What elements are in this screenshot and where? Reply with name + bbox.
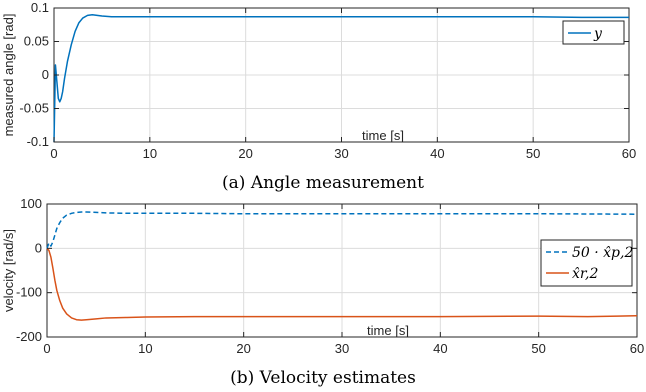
y-tick-label: -100 bbox=[16, 285, 42, 300]
x-tick-label: 20 bbox=[238, 146, 252, 161]
velocity-estimates-panel: 0 10 20 30 40 50 60 -200 -100 0 100 time [s] velo… bbox=[1, 196, 644, 388]
legend-box bbox=[540, 239, 633, 287]
angle-legend: y bbox=[562, 20, 625, 45]
x-tick-label: 20 bbox=[236, 341, 250, 356]
x-tick-label: 50 bbox=[526, 146, 540, 161]
angle-measurement-panel: 0 10 20 30 40 50 60 -0.1 -0.05 0 0.05 0.1 time [s]… bbox=[1, 0, 636, 193]
velocity-grid bbox=[47, 204, 637, 337]
y-tick-label: 0.1 bbox=[31, 0, 49, 15]
y-tick-label: -200 bbox=[16, 329, 42, 344]
series-line-0 bbox=[53, 13, 629, 143]
x-tick-label: 40 bbox=[430, 146, 444, 161]
x-tick-label: 30 bbox=[335, 341, 349, 356]
x-tick-label: 50 bbox=[531, 341, 545, 356]
velocity-y-tick-labels: -200 -100 0 100 bbox=[16, 196, 637, 344]
x-tick-label: 0 bbox=[50, 146, 57, 161]
y-tick-label: 100 bbox=[20, 196, 42, 211]
x-tick-label: 0 bbox=[43, 341, 50, 356]
legend-label: x̂r,2 bbox=[572, 266, 599, 282]
x-tick-label: 40 bbox=[433, 341, 447, 356]
x-tick-label: 10 bbox=[138, 341, 152, 356]
y-tick-label: -0.05 bbox=[19, 101, 49, 116]
angle-x-tick-labels: 0 10 20 30 40 50 60 bbox=[50, 8, 636, 161]
series-line-0 bbox=[46, 211, 638, 249]
velocity-legend: 50 · x̂p,2 x̂r,2 bbox=[540, 239, 633, 287]
velocity-series-lines bbox=[46, 211, 638, 321]
y-tick-label: 0.05 bbox=[24, 34, 49, 49]
legend-label: 50 · x̂p,2 bbox=[572, 245, 633, 261]
velocity-x-tick-labels: 0 10 20 30 40 50 60 bbox=[43, 204, 644, 356]
legend-label: y bbox=[593, 26, 603, 42]
angle-grid bbox=[54, 8, 629, 142]
angle-y-axis-label: measured angle [rad] bbox=[1, 14, 16, 137]
angle-caption: (a) Angle measurement bbox=[222, 173, 424, 193]
x-tick-label: 60 bbox=[622, 146, 636, 161]
series-line-1 bbox=[46, 247, 638, 321]
y-tick-label: 0 bbox=[35, 240, 42, 255]
velocity-x-axis-label: time [s] bbox=[367, 323, 409, 338]
x-tick-label: 60 bbox=[630, 341, 644, 356]
y-tick-label: -0.1 bbox=[27, 134, 49, 149]
angle-x-axis-label: time [s] bbox=[362, 128, 404, 143]
x-tick-label: 30 bbox=[334, 146, 348, 161]
velocity-caption: (b) Velocity estimates bbox=[230, 368, 416, 388]
angle-series-lines bbox=[53, 13, 629, 143]
y-tick-label: 0 bbox=[42, 67, 49, 82]
velocity-y-axis-label: velocity [rad/s] bbox=[1, 229, 16, 312]
legend-box bbox=[562, 20, 625, 45]
angle-y-tick-labels: -0.1 -0.05 0 0.05 0.1 bbox=[19, 0, 629, 149]
x-tick-label: 10 bbox=[143, 146, 157, 161]
